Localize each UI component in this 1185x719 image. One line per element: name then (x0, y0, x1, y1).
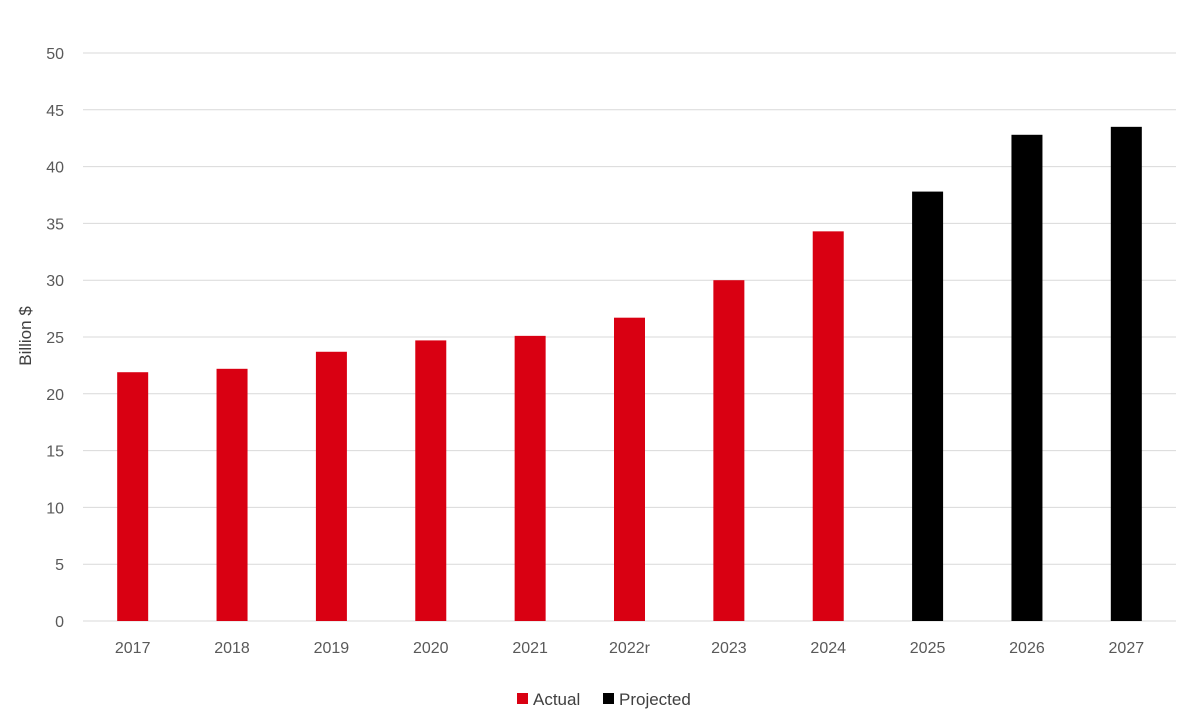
x-tick-label: 2026 (1009, 640, 1045, 657)
bar-actual-2017 (117, 372, 149, 621)
y-tick-label: 40 (46, 160, 64, 177)
x-tick-label: 2025 (910, 640, 946, 657)
y-tick-label: 10 (46, 500, 64, 517)
y-tick-label: 20 (46, 387, 64, 404)
x-axis-tick-labels: 2017 2018 2019 2020 2021 2022r 2023 2024 2025 202… (115, 640, 1144, 657)
x-tick-label: 2017 (115, 640, 151, 657)
y-axis-tick-labels: 0 5 10 15 20 25 30 35 40 45 50 (46, 46, 64, 631)
bars (117, 126, 1142, 622)
bar-projected-2027 (1110, 126, 1142, 621)
y-axis-label: Billion $ (16, 306, 35, 366)
legend: Actual Projected (517, 690, 691, 709)
x-tick-label: 2019 (314, 640, 350, 657)
y-tick-label: 45 (46, 103, 64, 120)
x-tick-label: 2024 (810, 640, 846, 657)
y-tick-label: 25 (46, 330, 64, 347)
bar-actual-2020 (415, 340, 447, 621)
bar-projected-2026 (1011, 134, 1043, 622)
legend-swatch-actual (517, 693, 528, 704)
y-tick-label: 30 (46, 273, 64, 290)
legend-label-actual: Actual (533, 690, 580, 709)
bar-actual-2024 (812, 231, 844, 622)
x-tick-label: 2023 (711, 640, 747, 657)
y-tick-label: 15 (46, 444, 64, 461)
x-tick-label: 2020 (413, 640, 449, 657)
x-tick-label: 2021 (512, 640, 548, 657)
y-tick-label: 50 (46, 46, 64, 63)
bar-actual-2023 (713, 280, 745, 621)
bar-actual-2021 (514, 335, 546, 621)
bar-actual-2022r (614, 317, 645, 621)
legend-label-projected: Projected (619, 690, 691, 709)
y-tick-label: 5 (55, 557, 64, 574)
bar-projected-2025 (912, 191, 944, 622)
y-tick-label: 35 (46, 216, 64, 233)
x-tick-label: 2018 (214, 640, 250, 657)
bar-actual-2019 (315, 351, 347, 621)
x-tick-label: 2027 (1109, 640, 1145, 657)
legend-swatch-projected (603, 693, 614, 704)
y-tick-label: 0 (55, 614, 64, 631)
x-tick-label: 2022r (609, 640, 651, 657)
bar-actual-2018 (216, 368, 248, 621)
